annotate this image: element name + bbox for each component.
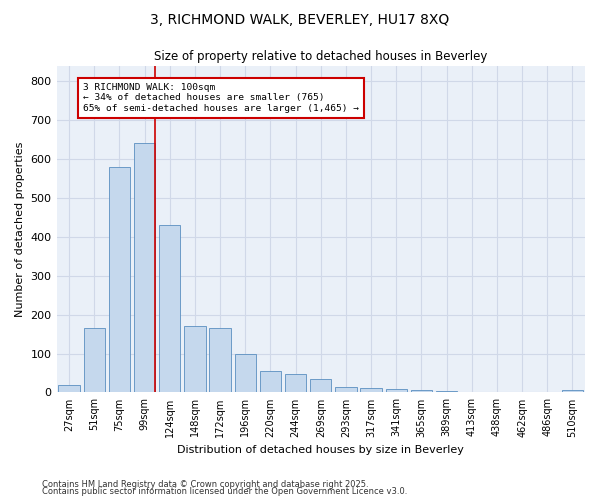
Bar — [184, 326, 206, 392]
Bar — [260, 371, 281, 392]
Bar — [411, 390, 432, 392]
Text: Contains HM Land Registry data © Crown copyright and database right 2025.: Contains HM Land Registry data © Crown c… — [42, 480, 368, 489]
Bar — [159, 225, 181, 392]
Text: 3, RICHMOND WALK, BEVERLEY, HU17 8XQ: 3, RICHMOND WALK, BEVERLEY, HU17 8XQ — [151, 12, 449, 26]
Bar — [109, 166, 130, 392]
Text: Contains public sector information licensed under the Open Government Licence v3: Contains public sector information licen… — [42, 488, 407, 496]
Bar — [209, 328, 231, 392]
Bar — [235, 354, 256, 393]
Bar — [285, 374, 307, 392]
Bar — [436, 391, 457, 392]
Bar — [386, 388, 407, 392]
Y-axis label: Number of detached properties: Number of detached properties — [15, 142, 25, 316]
Bar — [335, 387, 356, 392]
Title: Size of property relative to detached houses in Beverley: Size of property relative to detached ho… — [154, 50, 487, 63]
Bar — [562, 390, 583, 392]
Bar — [310, 379, 331, 392]
Text: 3 RICHMOND WALK: 100sqm
← 34% of detached houses are smaller (765)
65% of semi-d: 3 RICHMOND WALK: 100sqm ← 34% of detache… — [83, 83, 359, 113]
Bar — [83, 328, 105, 392]
X-axis label: Distribution of detached houses by size in Beverley: Distribution of detached houses by size … — [178, 445, 464, 455]
Bar — [58, 384, 80, 392]
Bar — [134, 144, 155, 392]
Bar — [361, 388, 382, 392]
